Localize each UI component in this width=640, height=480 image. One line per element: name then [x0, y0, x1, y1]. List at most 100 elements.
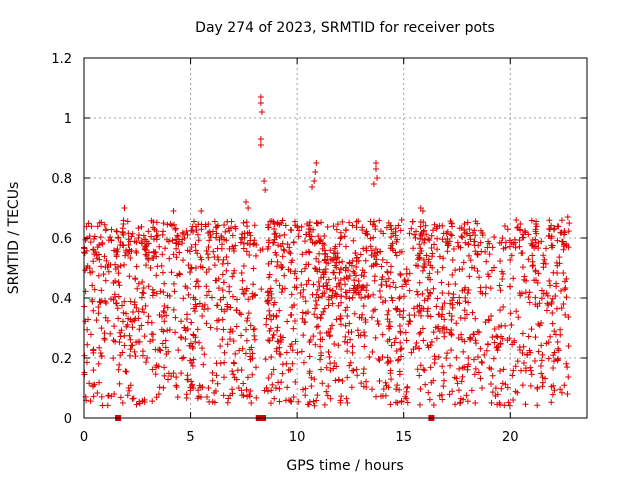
data-point	[251, 336, 258, 343]
data-point	[505, 399, 512, 406]
data-point	[90, 367, 97, 374]
data-point	[470, 356, 477, 363]
data-point	[528, 371, 535, 378]
data-point	[325, 296, 332, 303]
data-point	[301, 238, 308, 245]
data-point	[317, 314, 324, 321]
data-point	[85, 220, 92, 227]
data-point	[223, 253, 230, 260]
data-point	[339, 258, 346, 265]
data-point	[145, 283, 152, 290]
data-point	[549, 244, 556, 251]
data-point	[94, 390, 101, 397]
data-point	[268, 387, 275, 394]
data-point	[293, 284, 300, 291]
data-point	[532, 268, 539, 275]
data-point	[394, 357, 401, 364]
data-point	[532, 239, 539, 246]
data-point	[524, 352, 531, 359]
data-point	[165, 238, 172, 245]
data-point	[234, 367, 241, 374]
data-point	[416, 401, 423, 408]
data-point	[460, 348, 467, 355]
data-point	[310, 333, 317, 340]
x-tick-label: 0	[80, 430, 88, 445]
data-point	[170, 280, 177, 287]
data-point	[265, 274, 272, 281]
data-point	[178, 370, 185, 377]
data-point	[507, 310, 514, 317]
data-point	[124, 218, 131, 225]
data-point	[538, 357, 545, 364]
data-point	[271, 226, 278, 233]
data-point	[177, 271, 184, 278]
data-point	[449, 388, 456, 395]
data-point	[520, 234, 527, 241]
data-point	[188, 319, 195, 326]
data-point	[253, 394, 260, 401]
data-point	[548, 383, 555, 390]
data-point	[246, 241, 253, 248]
data-point	[151, 226, 158, 233]
data-point	[162, 337, 169, 344]
data-point	[351, 277, 358, 284]
data-point	[329, 300, 336, 307]
data-point	[302, 385, 309, 392]
data-point	[273, 277, 280, 284]
data-point	[309, 184, 316, 190]
data-point	[90, 246, 97, 253]
data-point	[188, 264, 195, 271]
data-point	[466, 226, 473, 233]
data-point	[341, 233, 348, 240]
data-point	[138, 237, 145, 244]
data-point	[551, 349, 558, 356]
data-point	[337, 276, 344, 283]
data-point	[314, 392, 321, 399]
data-point	[564, 214, 571, 220]
data-point	[522, 289, 529, 296]
data-point	[337, 315, 344, 322]
data-point	[414, 262, 421, 269]
data-point	[404, 384, 411, 391]
data-point	[203, 283, 210, 290]
data-point	[315, 294, 322, 301]
data-point	[347, 336, 354, 343]
data-point	[450, 294, 457, 301]
data-point	[267, 218, 274, 225]
data-point	[494, 334, 501, 341]
data-point	[147, 265, 154, 272]
data-point	[321, 305, 328, 312]
data-point	[402, 329, 409, 336]
data-point	[96, 379, 103, 386]
data-point	[245, 310, 252, 317]
data-point	[435, 353, 442, 360]
data-point	[240, 290, 247, 297]
data-point	[316, 250, 323, 257]
data-point	[147, 338, 154, 345]
data-point	[439, 304, 446, 311]
data-point	[413, 228, 420, 235]
data-point	[312, 239, 319, 246]
data-point	[107, 295, 114, 302]
data-point	[510, 275, 517, 282]
data-point	[277, 351, 284, 358]
data-point	[434, 246, 441, 253]
data-point	[210, 248, 217, 255]
data-point	[446, 391, 453, 398]
data-point	[440, 383, 447, 390]
data-point	[288, 259, 295, 266]
data-point	[298, 348, 305, 355]
data-point	[179, 355, 186, 362]
data-point	[261, 178, 268, 184]
data-point	[556, 254, 563, 261]
data-point	[122, 249, 129, 256]
data-point	[496, 282, 503, 289]
data-point	[116, 361, 123, 368]
data-point	[323, 285, 330, 292]
data-point	[87, 239, 94, 246]
data-point	[491, 325, 498, 332]
data-point	[168, 222, 175, 229]
data-point	[184, 247, 191, 254]
data-point	[219, 241, 226, 248]
data-point	[483, 284, 490, 291]
